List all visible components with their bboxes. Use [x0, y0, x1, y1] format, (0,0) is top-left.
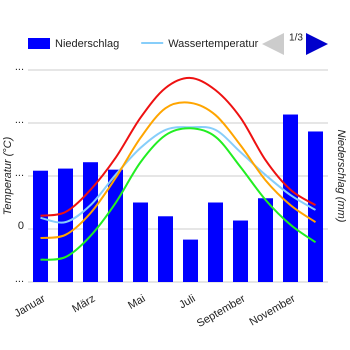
x-tick-label: Juli — [177, 293, 197, 312]
x-tick-label: September — [195, 293, 248, 330]
y-tick-label: ... — [15, 61, 24, 73]
x-tick-label: Mai — [126, 293, 147, 312]
pager-label: 1/3 — [289, 33, 303, 44]
x-tick-label: März — [70, 293, 97, 316]
legend-label: Niederschlag — [55, 38, 119, 50]
bar — [158, 216, 173, 282]
legend-label: Wassertemperatur — [168, 38, 258, 50]
x-tick-label: November — [248, 293, 298, 329]
pager-prev[interactable] — [262, 33, 284, 55]
y-axis-title: Temperatur (°C) — [2, 136, 14, 215]
y2-axis-title: Niederschlag (mm) — [335, 130, 347, 223]
bar — [83, 162, 98, 282]
bar — [258, 198, 273, 282]
bar — [308, 131, 323, 282]
y-tick-label: ... — [15, 167, 24, 179]
bar — [233, 220, 248, 282]
y-tick-label: 0 — [18, 220, 24, 232]
pager-next[interactable] — [306, 33, 328, 55]
x-tick-label: Januar — [12, 293, 47, 320]
line — [40, 125, 317, 224]
line — [40, 101, 317, 240]
line — [40, 127, 317, 261]
legend-swatch — [28, 38, 50, 49]
line — [40, 76, 317, 217]
y-tick-label: ... — [15, 273, 24, 285]
bar — [183, 239, 198, 282]
bar — [58, 168, 73, 282]
bar — [133, 202, 148, 282]
bar — [33, 170, 48, 282]
bar — [208, 202, 223, 282]
y-tick-label: ... — [15, 114, 24, 126]
bar — [283, 114, 298, 283]
